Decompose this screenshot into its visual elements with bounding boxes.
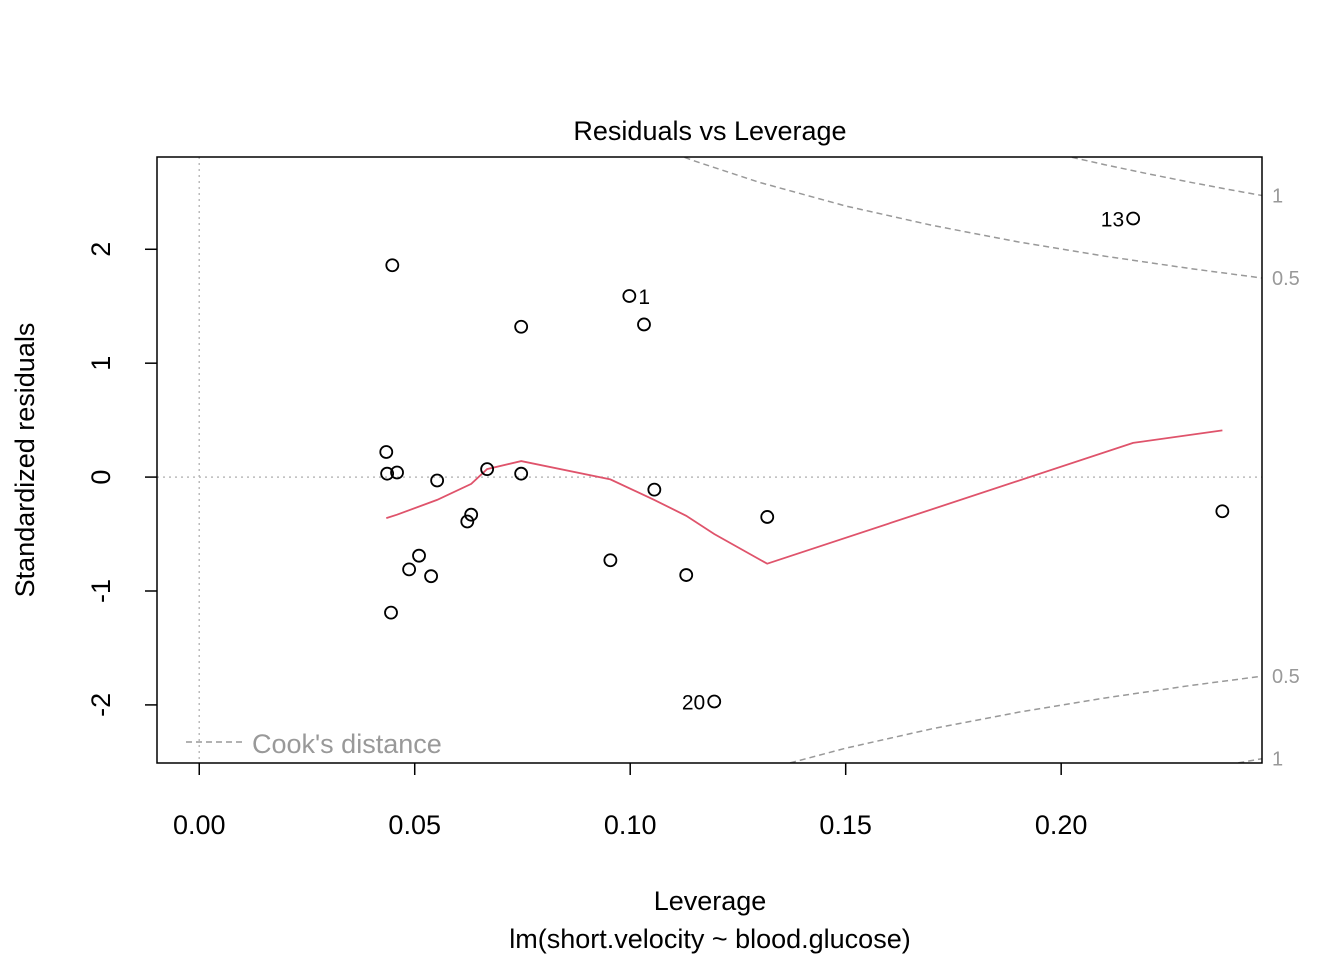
cooks-level-label: 0.5 (1272, 666, 1300, 688)
cooks-curve (789, 675, 1262, 763)
cooks-level-label: 1 (1272, 186, 1283, 208)
y-tick-label: -2 (86, 693, 116, 717)
point (385, 258, 400, 273)
point (514, 319, 529, 334)
point (380, 466, 395, 481)
smooth-line (386, 429, 1223, 565)
point (622, 289, 637, 303)
x-tick-label: 0.15 (819, 810, 872, 840)
cooks-level-label: 0.5 (1272, 268, 1300, 290)
x-tick-label: 0.00 (173, 810, 226, 840)
cooks-curve (684, 157, 1262, 279)
legend-label: Cook's distance (252, 729, 442, 759)
point (424, 569, 438, 584)
y-axis-label: Standardized residuals (10, 323, 40, 598)
point (647, 482, 662, 497)
point-label: 1 (638, 286, 650, 309)
plot-frame (156, 156, 1263, 764)
point (760, 510, 775, 524)
point (460, 514, 475, 529)
point (707, 694, 722, 709)
point (1215, 504, 1230, 519)
point (480, 462, 495, 477)
plot-area (157, 157, 1262, 763)
point (514, 466, 529, 481)
y-tick-label: -1 (86, 579, 116, 603)
point (679, 568, 694, 582)
cooks-curve (1238, 757, 1262, 763)
y-tick-label: 2 (86, 242, 116, 257)
point (402, 562, 417, 577)
point (390, 465, 404, 480)
y-tick-label: 0 (86, 470, 116, 485)
point-label: 20 (682, 691, 705, 714)
x-tick-label: 0.10 (604, 810, 657, 840)
point-label: 13 (1101, 209, 1124, 232)
chart-title: Residuals vs Leverage (573, 116, 846, 146)
subtitle: lm(short.velocity ~ blood.glucose) (509, 924, 910, 954)
y-tick-label: 1 (86, 356, 116, 371)
point (1126, 211, 1141, 226)
x-tick-label: 0.05 (388, 810, 441, 840)
x-axis-label: Leverage (654, 886, 767, 916)
x-tick-label: 0.20 (1035, 810, 1088, 840)
point (603, 553, 618, 568)
point (384, 605, 398, 620)
cooks-level-label: 1 (1272, 749, 1283, 771)
point (464, 507, 479, 522)
point (379, 445, 394, 459)
point (637, 317, 651, 332)
point (412, 548, 426, 563)
point (430, 473, 445, 488)
